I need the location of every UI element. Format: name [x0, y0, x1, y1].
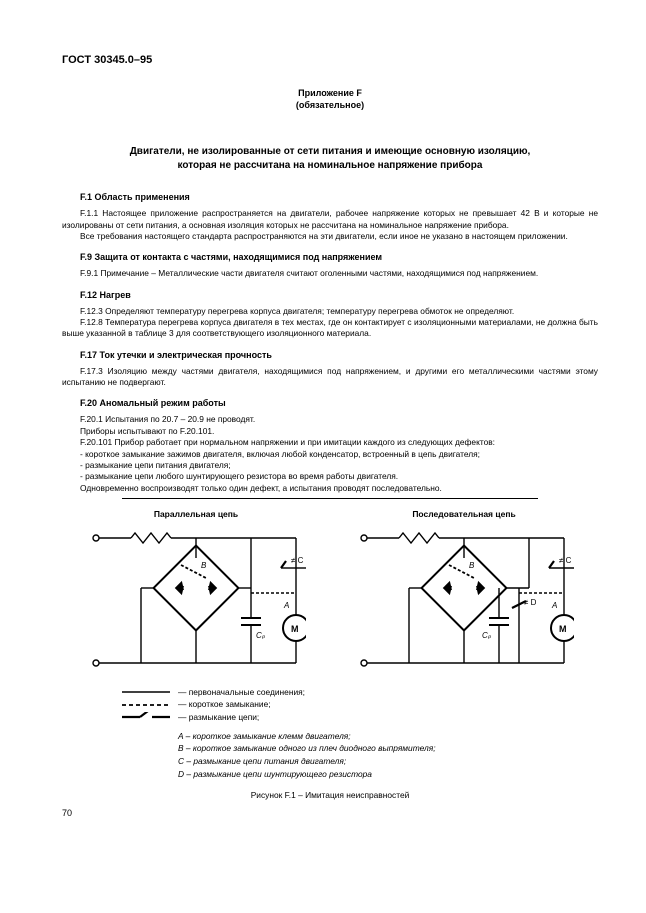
circuit-series-svg: ≠ C A M B [354, 523, 574, 673]
svg-text:≠ D: ≠ D [524, 598, 537, 607]
svg-text:B: B [201, 561, 207, 570]
legend-d: D – размыкание цепи шунтирующего резисто… [122, 768, 598, 781]
legend-c: C – размыкание цепи питания двигателя; [122, 755, 598, 768]
section-f20-head: F.20 Аномальный режим работы [62, 398, 598, 408]
doc-id: ГОСТ 30345.0–95 [62, 54, 598, 66]
f1-p1: F.1.1 Настоящее приложение распространяе… [62, 208, 598, 231]
f20-p1: F.20.1 Испытания по 20.7 – 20.9 не прово… [62, 414, 598, 425]
section-f1-head: F.1 Область применения [62, 192, 598, 202]
legend: — первоначальные соединения; — короткое … [122, 686, 598, 780]
circuit-parallel-svg: ≠ C A M [86, 523, 306, 673]
legend-dashed-text: — короткое замыкание; [178, 698, 271, 711]
svg-text:A: A [551, 601, 557, 610]
svg-text:Cₚ: Cₚ [482, 631, 492, 640]
dashed-line-icon [122, 701, 170, 709]
title-line2: которая не рассчитана на номинальное нап… [62, 159, 598, 173]
svg-text:≠ C: ≠ C [559, 556, 572, 565]
legend-solid-text: — первоначальные соединения; [178, 686, 305, 699]
f20-p4: Одновременно воспроизводят только один д… [62, 483, 598, 494]
svg-text:M: M [559, 624, 567, 634]
page: ГОСТ 30345.0–95 Приложение F (обязательн… [0, 0, 646, 848]
f20-li3: - размыкание цепи любого шунтирующего ре… [62, 471, 598, 482]
page-number: 70 [62, 808, 598, 818]
legend-break-text: — размыкание цепи; [178, 711, 259, 724]
solid-line-icon [122, 688, 170, 696]
legend-solid: — первоначальные соединения; [122, 686, 598, 699]
title: Двигатели, не изолированные от сети пита… [62, 145, 598, 172]
f12-p2: F.12.8 Температура перегрева корпуса дви… [62, 317, 598, 340]
f12-p1: F.12.3 Определяют температуру перегрева … [62, 306, 598, 317]
svg-text:M: M [291, 624, 299, 634]
legend-break: — размыкание цепи; [122, 711, 598, 724]
figure-caption: Рисунок F.1 – Имитация неисправностей [62, 790, 598, 800]
appendix-line1: Приложение F [62, 88, 598, 100]
svg-text:B: B [469, 561, 475, 570]
f20-li1: - короткое замыкание зажимов двигателя, … [62, 449, 598, 460]
section-f9-head: F.9 Защита от контакта с частями, находя… [62, 252, 598, 262]
appendix-label: Приложение F (обязательное) [62, 88, 598, 111]
appendix-line2: (обязательное) [62, 100, 598, 112]
diagram-row: Параллельная цепь [62, 509, 598, 678]
legend-dashed: — короткое замыкание; [122, 698, 598, 711]
legend-a: A – короткое замыкание клемм двигателя; [122, 730, 598, 743]
section-f12-head: F.12 Нагрев [62, 290, 598, 300]
diagram-right-title: Последовательная цепь [354, 509, 574, 519]
diagram-right: Последовательная цепь ≠ C A [354, 509, 574, 678]
title-line1: Двигатели, не изолированные от сети пита… [62, 145, 598, 159]
diagram-left: Параллельная цепь [86, 509, 306, 678]
f20-p2: Приборы испытывают по F.20.101. [62, 426, 598, 437]
f1-p2: Все требования настоящего стандарта расп… [62, 231, 598, 242]
legend-b: B – короткое замыкание одного из плеч ди… [122, 742, 598, 755]
f20-p3: F.20.101 Прибор работает при нормальном … [62, 437, 598, 448]
svg-text:Cₚ: Cₚ [256, 631, 266, 640]
f9-p1: F.9.1 Примечание – Металлические части д… [62, 268, 598, 279]
break-icon [122, 712, 170, 722]
f20-li2: - размыкание цепи питания двигателя; [62, 460, 598, 471]
f17-p1: F.17.3 Изоляцию между частями двигателя,… [62, 366, 598, 389]
divider [122, 498, 538, 499]
section-f17-head: F.17 Ток утечки и электрическая прочност… [62, 350, 598, 360]
diagram-left-title: Параллельная цепь [86, 509, 306, 519]
svg-text:≠ C: ≠ C [291, 556, 304, 565]
svg-text:A: A [283, 601, 289, 610]
